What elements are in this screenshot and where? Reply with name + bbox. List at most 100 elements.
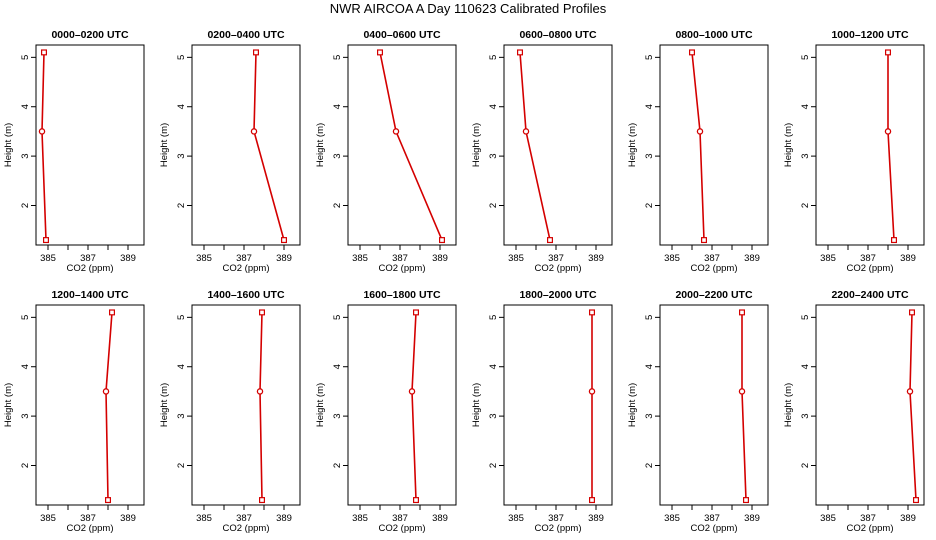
panel-title: 1800–2000 UTC — [519, 289, 596, 301]
profile-panel: 1200–1400 UTC 385 387 389 2 3 4 5 CO2 (ppm) Heigh… — [3, 289, 145, 534]
y-tick-label: 5 — [176, 315, 187, 320]
x-tick-label: 387 — [392, 253, 408, 264]
y-tick-label: 4 — [800, 364, 811, 369]
profile-panel: 1400–1600 UTC 385 387 389 2 3 4 5 CO2 (ppm) Heigh… — [159, 289, 301, 534]
y-tick-label: 2 — [644, 203, 655, 208]
y-tick-label: 3 — [20, 413, 31, 418]
profile-line — [379, 52, 443, 241]
panel-title: 1200–1400 UTC — [51, 289, 128, 301]
panel-title: 0000–0200 UTC — [51, 29, 128, 41]
panel-title: 2200–2400 UTC — [831, 289, 908, 301]
data-point — [588, 309, 595, 316]
y-axis-label: Height (m) — [315, 383, 326, 427]
panel-title: 1000–1200 UTC — [831, 29, 908, 41]
x-tick-label: 385 — [196, 513, 212, 524]
y-axis-label: Height (m) — [159, 123, 170, 167]
x-tick-label: 387 — [236, 253, 252, 264]
profile-line — [519, 52, 551, 241]
y-tick-label: 2 — [800, 463, 811, 468]
x-tick-label: 385 — [352, 253, 368, 264]
profile-line — [411, 312, 417, 501]
profile-panel: 1800–2000 UTC 385 387 389 2 3 4 5 CO2 (ppm) Heigh… — [471, 289, 613, 534]
panel-title: 1400–1600 UTC — [207, 289, 284, 301]
y-tick-label: 3 — [800, 413, 811, 418]
data-point — [906, 388, 914, 395]
chart-title: NWR AIRCOA A Day 110623 Calibrated Profi… — [329, 1, 607, 16]
y-tick-label: 2 — [176, 203, 187, 208]
x-tick-label: 387 — [704, 513, 720, 524]
y-axis-label: Height (m) — [3, 123, 14, 167]
y-tick-label: 5 — [20, 315, 31, 320]
profile-line — [253, 52, 285, 241]
y-tick-label: 2 — [176, 463, 187, 468]
plot-frame — [191, 304, 301, 506]
x-axis-label: CO2 (ppm) — [691, 263, 738, 274]
y-axis-label: Height (m) — [471, 123, 482, 167]
data-point — [281, 237, 288, 244]
data-point — [588, 497, 595, 504]
x-axis-label: CO2 (ppm) — [223, 263, 270, 274]
profile-panel: 0600–0800 UTC 385 387 389 2 3 4 5 CO2 (ppm) Heigh… — [471, 29, 613, 274]
y-tick-label: 4 — [332, 104, 343, 109]
x-tick-label: 385 — [664, 513, 680, 524]
y-tick-label: 5 — [488, 55, 499, 60]
panel-title: 0400–0600 UTC — [363, 29, 440, 41]
y-tick-label: 2 — [800, 203, 811, 208]
data-point — [890, 237, 897, 244]
x-axis-label: CO2 (ppm) — [535, 263, 582, 274]
y-tick-label: 5 — [800, 315, 811, 320]
data-point — [253, 49, 260, 56]
x-axis-label: CO2 (ppm) — [67, 523, 114, 534]
plot-frame — [35, 304, 145, 506]
x-tick-label: 385 — [508, 513, 524, 524]
plot-frame — [347, 44, 457, 246]
data-point — [413, 309, 420, 316]
data-point — [742, 497, 749, 504]
x-tick-label: 385 — [664, 253, 680, 264]
data-point — [377, 49, 384, 56]
panel-title: 2000–2200 UTC — [675, 289, 752, 301]
profile-line — [887, 52, 895, 241]
profile-panel: 1000–1200 UTC 385 387 389 2 3 4 5 CO2 (ppm) Heigh… — [783, 29, 925, 274]
data-point — [40, 49, 47, 56]
y-tick-label: 5 — [800, 55, 811, 60]
profile-panel: 1600–1800 UTC 385 387 389 2 3 4 5 CO2 (ppm) Heigh… — [315, 289, 457, 534]
data-point — [738, 388, 746, 395]
y-tick-label: 5 — [20, 55, 31, 60]
x-axis-label: CO2 (ppm) — [379, 523, 426, 534]
x-axis-label: CO2 (ppm) — [67, 263, 114, 274]
y-axis-label: Height (m) — [3, 383, 14, 427]
x-tick-label: 389 — [744, 513, 760, 524]
data-point — [588, 388, 596, 395]
x-tick-label: 389 — [900, 513, 916, 524]
x-axis-label: CO2 (ppm) — [535, 523, 582, 534]
y-tick-label: 3 — [20, 153, 31, 158]
x-tick-label: 389 — [744, 253, 760, 264]
x-tick-label: 385 — [196, 253, 212, 264]
plot-frame — [35, 44, 145, 246]
data-point — [259, 309, 266, 316]
plot-frame — [815, 304, 925, 506]
x-axis-label: CO2 (ppm) — [379, 263, 426, 274]
data-point — [104, 497, 111, 504]
plot-frame — [191, 44, 301, 246]
data-point — [884, 128, 892, 135]
data-point — [38, 128, 46, 135]
y-tick-label: 2 — [644, 463, 655, 468]
data-point — [256, 388, 264, 395]
y-tick-label: 5 — [488, 315, 499, 320]
plot-frame — [815, 44, 925, 246]
profile-panel: 0400–0600 UTC 385 387 389 2 3 4 5 CO2 (ppm) Heigh… — [315, 29, 457, 274]
y-tick-label: 3 — [644, 153, 655, 158]
y-tick-label: 4 — [20, 364, 31, 369]
x-tick-label: 389 — [432, 513, 448, 524]
x-tick-label: 389 — [276, 253, 292, 264]
profile-line — [41, 52, 47, 241]
y-axis-label: Height (m) — [627, 123, 638, 167]
x-tick-label: 385 — [40, 513, 56, 524]
y-tick-label: 2 — [20, 203, 31, 208]
y-tick-label: 5 — [332, 55, 343, 60]
data-point — [439, 237, 446, 244]
y-tick-label: 4 — [176, 104, 187, 109]
